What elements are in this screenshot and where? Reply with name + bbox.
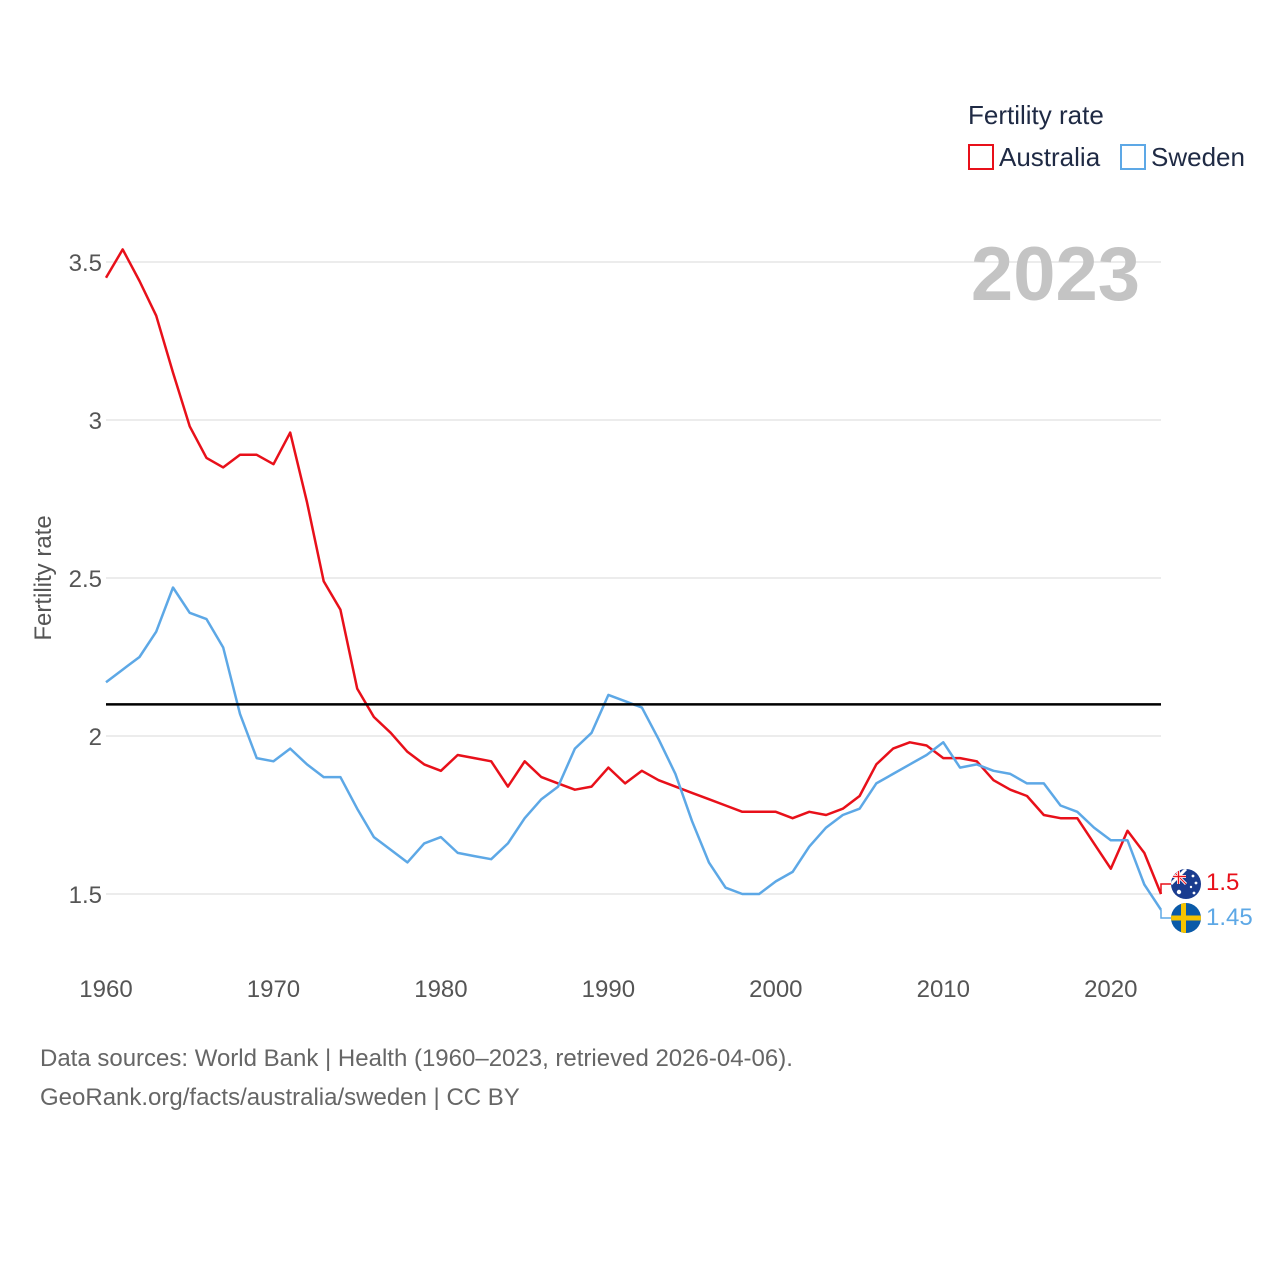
x-tick-label: 2020 [1084, 976, 1137, 1003]
australia-flag-icon [1171, 869, 1201, 899]
legend-swatch-australia [968, 144, 994, 170]
year-overlay: 2023 [971, 232, 1140, 317]
y-tick-label: 2 [89, 724, 102, 751]
sweden-flag-icon [1171, 903, 1201, 933]
end-labels: 1.5 1.45 [1206, 869, 1253, 931]
x-tick-label: 1980 [414, 976, 467, 1003]
end-label-sweden: 1.45 [1206, 904, 1253, 931]
attribution-link[interactable]: GeoRank.org/facts/australia/sweden | CC … [40, 1084, 520, 1111]
end-markers [1171, 869, 1201, 933]
x-tick-label: 2010 [917, 976, 970, 1003]
x-tick-label: 1970 [247, 976, 300, 1003]
legend-label-sweden: Sweden [1151, 142, 1245, 172]
grid-lines [106, 261, 1161, 895]
x-tick-label: 1990 [582, 976, 635, 1003]
end-connector-australia [1160, 883, 1171, 894]
y-tick-label: 1.5 [69, 882, 102, 909]
legend-title: Fertility rate [968, 100, 1104, 130]
legend: Fertility rate Australia Sweden [968, 100, 1245, 172]
end-connector-sweden [1160, 909, 1171, 919]
y-axis-title: Fertility rate [30, 515, 57, 640]
y-tick-label: 2.5 [69, 566, 102, 593]
series-line-australia [104, 248, 1163, 895]
legend-label-australia: Australia [999, 142, 1101, 172]
x-tick-label: 1960 [79, 976, 132, 1003]
x-axis-ticks: 1960 1970 1980 1990 2000 2010 2020 [79, 976, 1137, 1003]
y-axis-ticks: 1.5 2 2.5 3 3.5 [69, 250, 102, 909]
y-tick-label: 3 [89, 408, 102, 435]
data-sources-note: Data sources: World Bank | Health (1960–… [40, 1045, 793, 1072]
series-lines [104, 248, 1171, 919]
x-tick-label: 2000 [749, 976, 802, 1003]
series-line-sweden [105, 586, 1163, 911]
legend-swatch-sweden [1120, 144, 1146, 170]
y-tick-label: 3.5 [69, 250, 102, 277]
end-label-australia: 1.5 [1206, 869, 1239, 896]
